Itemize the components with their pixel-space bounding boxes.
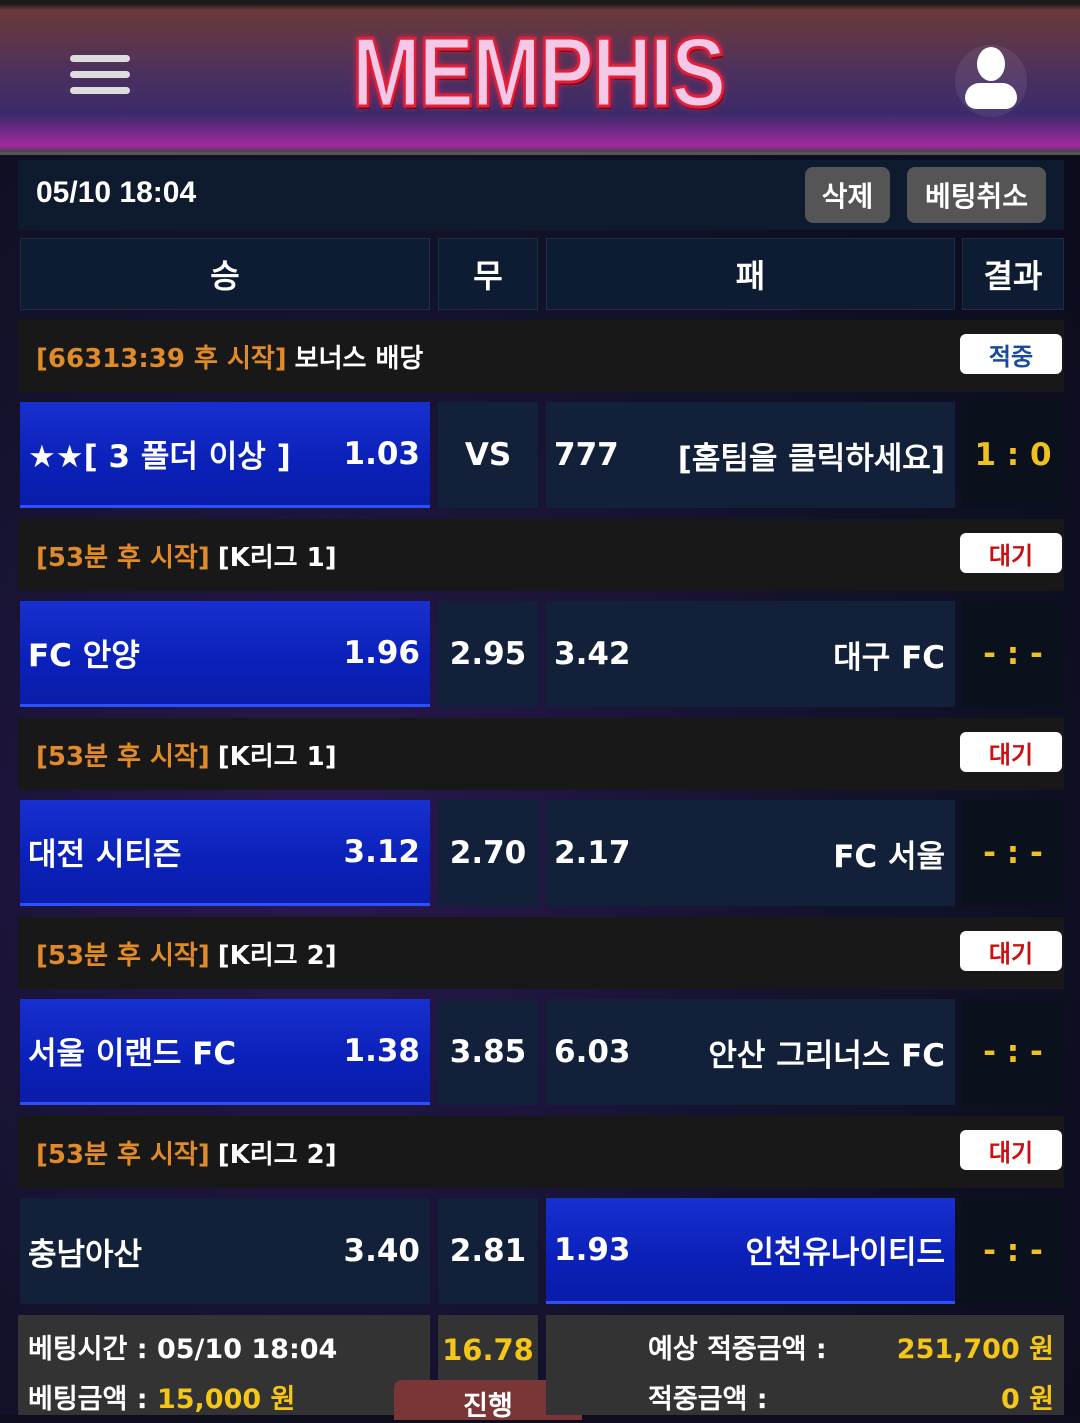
draw-odds: VS [464,437,512,473]
result-score: - : - [962,1198,1064,1304]
won-amount: 0 원 [1000,1384,1054,1415]
home-odds: 1.38 [343,1032,421,1069]
user-icon[interactable] [955,45,1027,117]
league: [K리그 2] [217,1139,337,1170]
status-badge: 대기 [960,732,1062,772]
away-team: 대구 FC [833,639,945,676]
league: 보너스 배당 [294,343,424,374]
bet-amount-label: 베팅금액 : [28,1384,148,1415]
footer-bet-info: 베팅시간 : 05/10 18:04 베팅금액 : 15,000 원 [18,1315,430,1415]
start-time: [53분 후 시작] [36,542,210,573]
game-info-row: [53분 후 시작] [K리그 2] 대기 [18,917,1064,989]
bet-time-label: 베팅시간 : [28,1334,148,1365]
away-team: [홈팀을 클릭하세요] [677,440,945,477]
bet-time: 05/10 18:04 [156,1334,338,1365]
away-odds: 6.03 [554,1034,631,1070]
expected-label: 예상 적중금액 : [648,1334,827,1365]
column-header-draw: 무 [438,238,538,310]
hamburger-icon[interactable] [70,55,130,95]
home-odds-button[interactable]: 충남아산 3.40 [20,1198,430,1304]
cancel-bet-button[interactable]: 베팅취소 [907,167,1046,223]
total-odds: 16.78 [442,1333,534,1367]
column-header-win: 승 [20,238,430,310]
bet-amount: 15,000 원 [156,1384,296,1415]
away-odds-button[interactable]: 3.42 대구 FC [546,601,955,707]
home-team: 대전 시티즌 [28,837,182,873]
away-odds: 777 [554,437,619,473]
away-odds: 3.42 [554,636,631,672]
result-score: - : - [962,800,1064,906]
home-odds: 1.96 [343,634,421,671]
home-odds-button[interactable]: ★★[ 3 폴더 이상 ] 1.03 [20,402,430,508]
result-score: - : - [962,999,1064,1105]
league: [K리그 1] [217,542,337,573]
home-odds: 1.03 [343,435,421,472]
draw-odds-button[interactable]: VS [438,402,538,508]
expected-amount: 251,700 원 [896,1334,1054,1365]
home-team: 서울 이랜드 FC [28,1036,237,1072]
status-badge: 적중 [960,334,1062,374]
game-info-row: [66313:39 후 시작] 보너스 배당 적중 [18,320,1064,392]
start-time: [53분 후 시작] [36,1139,210,1170]
home-odds-button[interactable]: 서울 이랜드 FC 1.38 [20,999,430,1105]
game-info-row: [53분 후 시작] [K리그 1] 대기 [18,718,1064,790]
away-team: 안산 그리너스 FC [708,1037,945,1074]
column-header-result: 결과 [962,238,1064,310]
delete-button[interactable]: 삭제 [805,167,890,223]
home-odds-button[interactable]: FC 안양 1.96 [20,601,430,707]
home-team: 충남아산 [28,1236,143,1273]
result-score: - : - [962,601,1064,707]
start-time: [66313:39 후 시작] [36,343,287,374]
away-odds-button[interactable]: 6.03 안산 그리너스 FC [546,999,955,1105]
status-badge: 대기 [960,931,1062,971]
footer-payout: 예상 적중금액 : 251,700 원 적중금액 : 0 원 [546,1315,1064,1415]
away-odds-button[interactable]: 2.17 FC 서울 [546,800,955,906]
draw-odds-button[interactable]: 2.70 [438,800,538,906]
draw-odds: 2.70 [449,835,527,871]
away-odds-button[interactable]: 777 [홈팀을 클릭하세요] [546,402,955,508]
league: [K리그 1] [217,741,337,772]
start-time: [53분 후 시작] [36,940,210,971]
draw-odds-button[interactable]: 3.85 [438,999,538,1105]
bet-datetime: 05/10 18:04 [36,176,197,209]
logo[interactable]: MEMPHIS [351,17,728,127]
column-header-lose: 패 [546,238,955,310]
draw-odds: 2.81 [449,1233,527,1269]
result-score: 1 : 0 [962,402,1064,508]
league: [K리그 2] [217,940,337,971]
home-team: FC 안양 [28,638,140,674]
game-info-row: [53분 후 시작] [K리그 1] 대기 [18,519,1064,591]
header: MEMPHIS [0,0,1080,155]
draw-odds-button[interactable]: 2.81 [438,1198,538,1304]
away-odds: 1.93 [554,1231,631,1268]
away-odds-button[interactable]: 1.93 인천유나이티드 [546,1198,955,1304]
game-info-row: [53분 후 시작] [K리그 2] 대기 [18,1116,1064,1188]
status-badge: 대기 [960,1130,1062,1170]
home-odds-button[interactable]: 대전 시티즌 3.12 [20,800,430,906]
home-team: ★★[ 3 폴더 이상 ] [28,439,291,475]
draw-odds: 3.85 [449,1034,527,1070]
start-time: [53분 후 시작] [36,741,210,772]
away-team: 인천유나이티드 [745,1235,945,1271]
home-odds: 3.40 [343,1233,421,1269]
won-label: 적중금액 : [648,1384,768,1415]
draw-odds: 2.95 [449,636,527,672]
draw-odds-button[interactable]: 2.95 [438,601,538,707]
status-badge: 대기 [960,533,1062,573]
home-odds: 3.12 [343,833,421,870]
away-team: FC 서울 [833,838,945,875]
away-odds: 2.17 [554,835,631,871]
